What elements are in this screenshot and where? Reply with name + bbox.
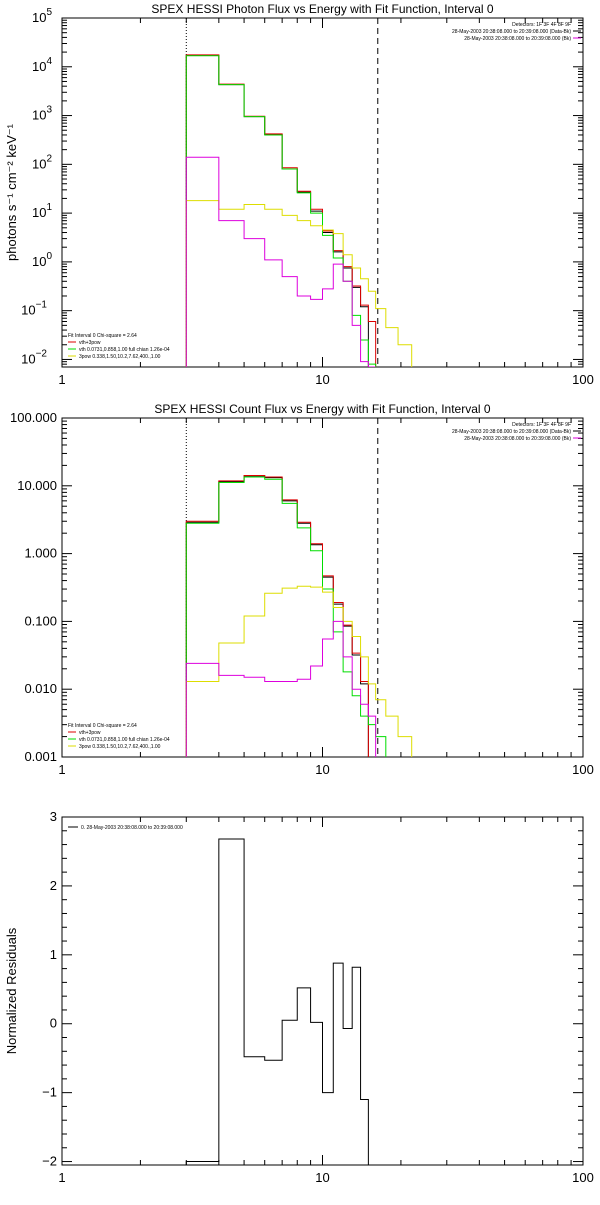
y-axis-label: photons s⁻¹ cm⁻² keV⁻¹ <box>4 123 19 261</box>
x-tick-label: 10 <box>315 762 329 777</box>
series-vth-3pow <box>185 54 377 367</box>
series-bk <box>185 156 376 367</box>
count-flux-plot: SPEX HESSI Count Flux vs Energy with Fit… <box>10 402 594 777</box>
series-data-bk <box>185 55 369 367</box>
y-tick-label: 10.000 <box>17 478 57 493</box>
x-tick-label: 100 <box>572 372 594 387</box>
y-tick-label: 101 <box>32 202 52 220</box>
series-vth-3pow <box>185 474 369 757</box>
x-tick-label: 100 <box>572 762 594 777</box>
legend-header: Fit Interval 0 Chi-square = 2.64 <box>68 723 137 729</box>
chart-title: SPEX HESSI Count Flux vs Energy with Fit… <box>154 402 490 416</box>
series-vth <box>185 55 377 367</box>
legend-entry: 0. 28-May-2003 20:38:08.000 to 20:39:08.… <box>81 825 183 831</box>
x-tick-label: 1 <box>58 1170 65 1185</box>
y-tick-label: 104 <box>32 56 52 74</box>
x-tick-label: 100 <box>572 1170 594 1185</box>
series-3pow <box>185 585 413 757</box>
y-tick-label: 102 <box>32 153 52 171</box>
series-bk <box>185 620 377 757</box>
y-tick-label: 2 <box>50 878 57 893</box>
annotation-text: 28-May-2003 20:38:08.000 to 20:39:08.000… <box>464 36 571 42</box>
y-tick-label: 0.010 <box>24 681 57 696</box>
annotation-text: 28-May-2003 20:38:08.000 to 20:39:08.000… <box>464 436 571 442</box>
series-0-28-may-2003-20-38-08-000-to-20-39-08-000 <box>185 838 376 1165</box>
legend-entry: vth+3pow <box>79 730 101 736</box>
y-axis-label: Normalized Residuals <box>4 927 19 1054</box>
x-tick-label: 10 <box>315 372 329 387</box>
photon-flux-plot: SPEX HESSI Photon Flux vs Energy with Fi… <box>4 2 594 387</box>
series-group <box>185 838 376 1165</box>
annotation-text: Detectors: 1F 3F 4F 8F 9F <box>512 22 571 28</box>
y-tick-label: 3 <box>50 809 57 824</box>
y-tick-label: 10−1 <box>21 300 47 318</box>
y-tick-label: 105 <box>32 7 52 25</box>
series-group <box>185 474 413 757</box>
y-tick-label: 103 <box>32 105 52 123</box>
residuals-plot: Normalized Residuals 1 10 100 −2 −1 0 1 2 3 0. 28-… <box>4 809 594 1185</box>
legend-entry: 3pow 0.338,1.50,10.2,7.62,400.,1.00 <box>79 354 161 360</box>
y-tick-label: −1 <box>42 1085 57 1100</box>
y-tick-label: 100 <box>32 251 52 269</box>
y-tick-label: 100.000 <box>10 410 57 425</box>
legend-entry: vth+3pow <box>79 340 101 346</box>
legend-entry: vth 0.0731,0.858,1.00 full chian 1.26e-0… <box>79 737 170 743</box>
y-tick-label: 1.000 <box>24 546 57 561</box>
y-tick-label: 10−2 <box>21 348 47 366</box>
x-tick-label: 1 <box>58 372 65 387</box>
plot-frame <box>61 816 584 1166</box>
chart-title: SPEX HESSI Photon Flux vs Energy with Fi… <box>151 2 493 16</box>
series-3pow <box>185 200 413 367</box>
plot-frame <box>61 17 584 368</box>
x-tick-label: 1 <box>58 762 65 777</box>
y-tick-label: 0.001 <box>24 749 57 764</box>
series-vth <box>185 476 387 757</box>
annotation-text: 28-May-2003 20:38:08.000 to 20:39:08.000… <box>452 29 571 35</box>
series-group <box>185 54 413 367</box>
y-tick-label: 0.100 <box>24 613 57 628</box>
series-data-bk <box>185 475 369 757</box>
legend-header: Fit Interval 0 Chi-square = 2.64 <box>68 333 137 339</box>
annotation-text: 28-May-2003 20:38:08.000 to 20:39:08.000… <box>452 429 571 435</box>
y-tick-label: 1 <box>50 947 57 962</box>
y-tick-label: −2 <box>42 1154 57 1169</box>
annotation-text: Detectors: 1F 3F 4F 8F 9F <box>512 422 571 428</box>
legend-entry: 3pow 0.338,1.50,10.2,7.62,400.,1.00 <box>79 744 161 750</box>
x-tick-label: 10 <box>315 1170 329 1185</box>
legend-entry: vth 0.0731,0.858,1.00 full chian 1.26e-0… <box>79 347 170 353</box>
y-tick-label: 0 <box>50 1016 57 1031</box>
